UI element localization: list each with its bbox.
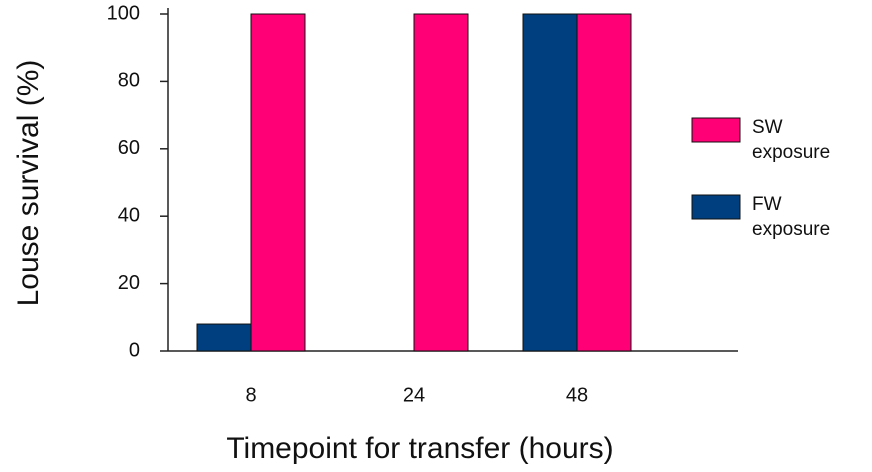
y-tick-label: 40 [118, 204, 140, 226]
y-tick-label: 60 [118, 137, 140, 159]
legend-label: SW exposure [752, 117, 831, 163]
bar [522, 13, 578, 352]
x-axis-label: Timepoint for transfer (hours) [226, 432, 613, 465]
bar [576, 13, 632, 352]
bar [196, 323, 252, 352]
y-tick-label: 100 [107, 2, 140, 24]
legend-label: FW exposure [752, 194, 831, 240]
x-tick-label: 8 [245, 384, 256, 406]
legend-swatch [691, 194, 741, 220]
y-tick-label: 0 [129, 339, 140, 361]
bar [250, 13, 306, 352]
y-tick-label: 80 [118, 70, 140, 92]
x-tick-label: 24 [403, 384, 425, 406]
y-tick-label: 20 [118, 272, 140, 294]
bar [413, 13, 469, 352]
legend-swatch [691, 117, 741, 143]
y-axis-label: Louse survival (%) [12, 60, 45, 307]
x-tick-label: 48 [566, 384, 588, 406]
